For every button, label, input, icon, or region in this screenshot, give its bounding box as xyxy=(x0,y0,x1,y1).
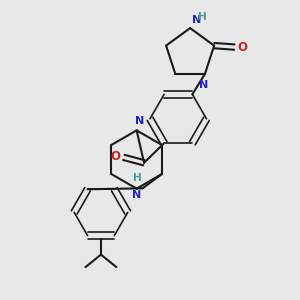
Text: N: N xyxy=(132,190,141,200)
Text: H: H xyxy=(133,173,141,183)
Text: H: H xyxy=(198,12,207,22)
Text: N: N xyxy=(199,80,208,90)
Text: O: O xyxy=(237,40,247,54)
Text: N: N xyxy=(192,15,201,25)
Text: O: O xyxy=(111,150,121,163)
Text: N: N xyxy=(135,116,144,126)
